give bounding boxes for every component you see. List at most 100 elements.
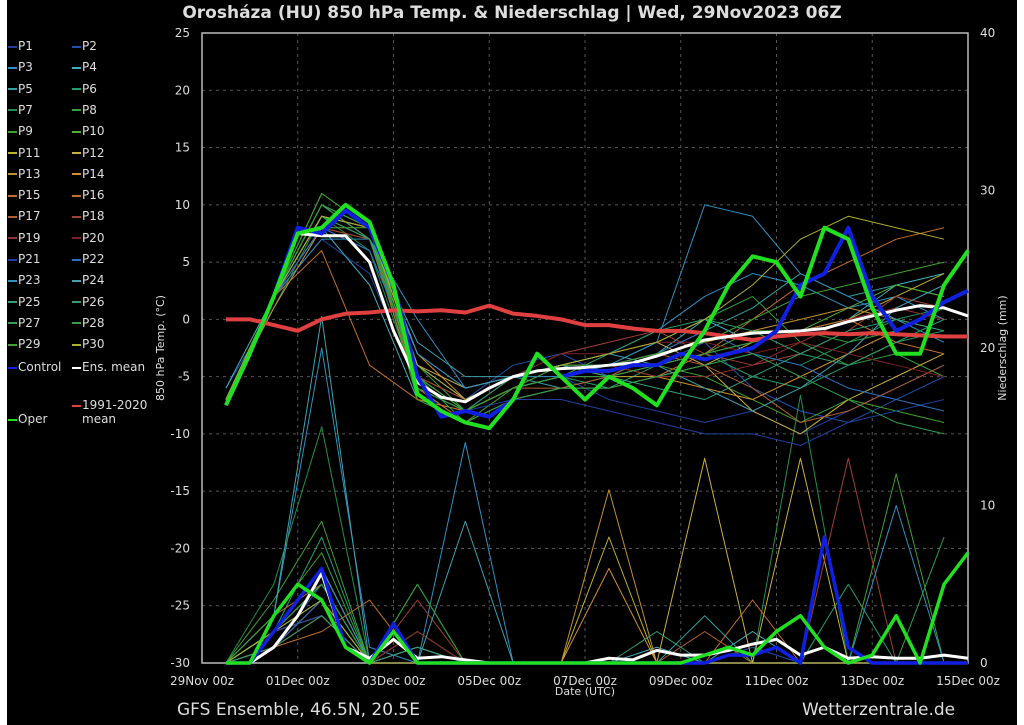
x-tick-label: 05Dec 00z [457,674,521,688]
legend-item-p26: P26 [72,295,105,309]
legend-swatch [72,173,81,176]
x-tick-label: 15Dec 00z [936,674,1000,688]
temp-line-oper [224,202,970,431]
legend-swatch [72,45,81,48]
legend-swatch [8,130,17,133]
y-tick-label: -20 [170,541,190,555]
legend-label: P27 [18,315,41,330]
legend-label: P1 [18,39,33,53]
legend-label: Oper [18,412,48,426]
legend-swatch [72,404,81,407]
y2-tick-label: 10 [980,499,995,513]
legend-item-p10: P10 [72,124,105,138]
legend-item-p25: P25 [8,295,41,309]
legend-item-p3: P3 [8,60,33,74]
legend-label: P18 [82,209,105,224]
legend-label: P22 [82,252,105,266]
y-tick-label: -30 [170,656,190,670]
legend-label: P23 [18,273,41,288]
legend-swatch [8,152,17,154]
legend-item-p5: P5 [8,82,33,96]
legend-item-control: Control [8,360,88,374]
legend-item-p16: P16 [72,188,105,202]
legend-label: P24 [82,273,105,288]
legend-item-p4: P4 [72,60,97,74]
legend-swatch [72,109,81,112]
legend-item-1991-2020-mean: 1991-2020 mean [72,398,152,426]
plot-area: 29Nov 00z 01Dec 00z 03Dec 00z 05Dec 00z 07De… [154,26,1009,698]
y2-tick-label: 0 [980,656,988,670]
legend-swatch [72,366,81,369]
legend-item-ens-mean: Ens. mean [72,360,152,374]
legend-label: P16 [82,188,105,203]
y-tick-label: 10 [175,198,190,212]
legend-item-p30: P30 [72,337,105,351]
legend-label: P17 [18,209,41,224]
legend-swatch [72,322,81,325]
legend-label: P29 [18,337,41,352]
legend-swatch [8,279,17,282]
y-tick-label: 5 [182,255,190,269]
legend-item-p20: P20 [72,231,105,245]
y2-axis-label: Niederschlag (mm) [996,295,1009,400]
legend-label: P7 [18,102,33,117]
legend-item-p27: P27 [8,316,41,330]
legend-item-p24: P24 [72,273,105,287]
legend-swatch [72,258,81,261]
legend-item-p19: P19 [8,231,41,245]
y-tick-label: -5 [178,370,190,384]
legend-swatch [8,173,17,176]
x-tick-label: 03Dec 00z [362,674,426,688]
y-tick-label: 0 [182,312,190,326]
legend-swatch [8,45,17,48]
legend-swatch [72,343,81,346]
legend-swatch [8,301,17,304]
legend-swatch [8,343,17,346]
legend-label: P5 [18,81,33,96]
y-tick-label: -25 [170,599,190,613]
legend-item-p21: P21 [8,252,41,266]
footer-model: GFS Ensemble, 46.5N, 20.5E [177,700,420,720]
legend-swatch [72,301,81,304]
legend-label: P28 [82,315,105,330]
y2-tick-label: 30 [980,184,995,198]
x-tick-label: 09Dec 00z [649,674,713,688]
legend-label: P10 [82,124,105,139]
legend-item-oper: Oper [8,412,88,426]
legend-swatch [8,88,17,91]
legend-label: P20 [82,230,105,245]
member-temp-line-p3 [225,238,945,400]
legend-swatch [72,130,81,133]
chart-title: Orosháza (HU) 850 hPa Temp. & Niederschl… [182,3,842,23]
legend-swatch [72,237,81,240]
legend-item-p29: P29 [8,337,41,351]
legend-label: P6 [82,81,97,96]
y-tick-label: 25 [175,26,190,40]
legend-swatch [72,88,81,91]
legend-label: P8 [82,102,97,117]
y-axis-label: 850 hPa Temp. (°C) [154,295,167,401]
legend-label: P21 [18,252,41,266]
legend-item-p1: P1 [8,39,33,53]
x-tick-label: 11Dec 00z [745,674,809,688]
legend-item-p12: P12 [72,146,105,160]
legend-item-p15: P15 [8,188,41,202]
legend-swatch [8,215,17,218]
legend-item-p13: P13 [8,167,41,181]
chart-frame: Orosháza (HU) 850 hPa Temp. & Niederschl… [7,0,1017,725]
legend-label: Control [18,360,62,374]
legend-item-p17: P17 [8,209,41,223]
legend-item-p14: P14 [72,167,105,181]
legend-swatch [72,215,81,218]
temp-line-ens-mean [224,231,969,406]
legend-swatch [8,258,17,261]
legend-label: P12 [82,145,105,160]
legend-swatch [8,109,17,112]
legend-item-p7: P7 [8,103,33,117]
legend-item-p8: P8 [72,103,97,117]
legend-swatch [72,279,81,282]
legend-label: P15 [18,188,41,203]
x-tick-label: 29Nov 00z [170,674,234,688]
legend-label: 1991-2020 mean [82,398,148,426]
legend-label: P3 [18,60,33,75]
